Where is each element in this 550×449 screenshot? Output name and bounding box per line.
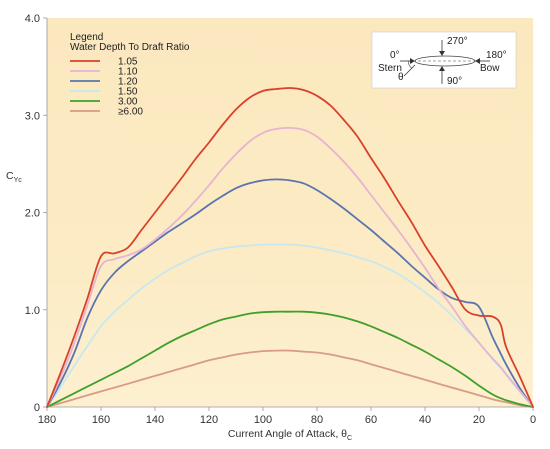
x-tick-label: 100	[254, 414, 272, 426]
legend-label: 1.20	[118, 77, 138, 88]
y-tick-label: 3.0	[25, 110, 40, 122]
y-tick-label: 1.0	[25, 305, 40, 317]
arrowhead-90	[439, 66, 445, 71]
x-tick-label: 60	[365, 414, 377, 426]
label-180: 180°	[486, 50, 507, 61]
x-axis-title: Current Angle of Attack, θC	[228, 428, 352, 442]
label-stern: Stern	[378, 63, 402, 74]
label-bow: Bow	[480, 63, 500, 74]
label-270: 270°	[447, 36, 468, 47]
theta-arrow	[403, 64, 416, 77]
legend-label: 1.05	[118, 57, 138, 68]
legend-subtitle: Water Depth To Draft Ratio	[70, 42, 190, 53]
x-tick-label: 140	[146, 414, 164, 426]
x-tick-label: 80	[311, 414, 323, 426]
series-line-1-10	[46, 126, 534, 408]
legend-title: Legend	[70, 32, 103, 43]
series-line-1-50	[46, 243, 534, 408]
label-90: 90°	[447, 76, 462, 87]
arrowhead-0	[410, 58, 415, 64]
legend-label: ≥6.00	[118, 107, 143, 118]
series-lines	[46, 87, 534, 408]
legend-items: 1.051.101.201.503.00≥6.00	[70, 57, 143, 118]
series-line-3-00	[46, 310, 534, 408]
x-tick-label: 120	[200, 414, 218, 426]
legend-label: 1.10	[118, 67, 138, 78]
x-tick-label: 160	[92, 414, 110, 426]
legend-label: 3.00	[118, 97, 138, 108]
x-tick-label: 20	[473, 414, 485, 426]
series-line-1-20	[46, 178, 534, 408]
y-ticks: 0 1.0 2.0 3.0 4.0	[25, 13, 47, 414]
y-tick-label: 2.0	[25, 208, 40, 220]
y-axis-title: CYc	[6, 170, 22, 184]
label-0: 0°	[390, 50, 400, 61]
x-tick-label: 0	[530, 414, 536, 426]
x-ticks: 180 160 140 120 100 80 60 40 20 0	[38, 407, 536, 426]
arrowhead-180	[475, 58, 480, 64]
legend: Legend Water Depth To Draft Ratio 1.051.…	[70, 32, 190, 118]
x-tick-label: 40	[419, 414, 431, 426]
theta-arc	[407, 60, 413, 69]
vessel-orientation-diagram: 270° 90° 0° 180° Stern Bow θ	[371, 31, 517, 89]
y-tick-label: 4.0	[25, 13, 40, 25]
y-tick-label: 0	[34, 402, 40, 414]
x-tick-label: 180	[38, 414, 56, 426]
inset-box	[371, 31, 517, 89]
series-line-1-05	[46, 87, 534, 408]
arrowhead-270	[439, 51, 445, 56]
legend-label: 1.50	[118, 87, 138, 98]
series-line-6-00	[46, 349, 534, 408]
label-theta: θ	[398, 72, 404, 83]
